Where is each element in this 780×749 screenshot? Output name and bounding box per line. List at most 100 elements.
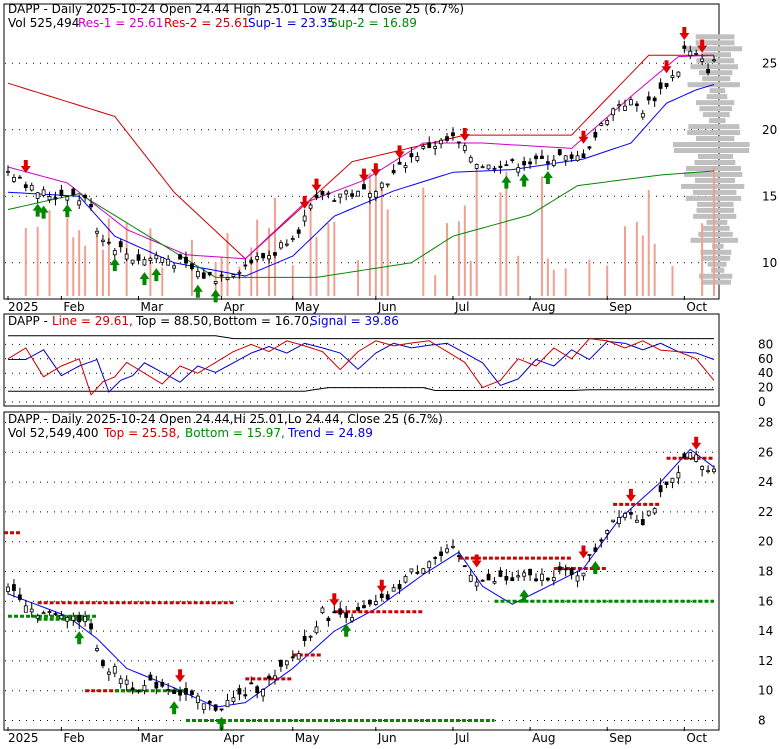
- bottom-candle-body: [634, 519, 639, 523]
- bottom-x-tick-label: Jul: [454, 731, 469, 745]
- top-volume-bar: [374, 164, 377, 296]
- top-candle-body: [172, 265, 177, 269]
- top-volume-profile-bar: [702, 255, 731, 261]
- top-candle-body: [362, 184, 366, 190]
- top-candle-body: [124, 253, 129, 260]
- top-slow-ma-line: [7, 54, 715, 260]
- bottom-candle-body: [652, 508, 657, 514]
- bottom-candle-body: [421, 568, 426, 574]
- top-candle-body: [231, 274, 236, 277]
- top-candle-body: [261, 253, 266, 259]
- top-volume-bar: [357, 260, 360, 296]
- top-volume-profile-bar: [706, 94, 728, 100]
- top-volume-bar: [641, 235, 644, 296]
- top-candle-body: [421, 146, 426, 149]
- top-candle-body: [106, 241, 111, 244]
- bottom-sell-arrow: [471, 554, 482, 568]
- top-volume-profile-bar: [698, 231, 733, 237]
- bottom-candle-body: [611, 519, 616, 523]
- top-x-tick-label: Oct: [686, 300, 707, 314]
- top-volume-bar: [36, 226, 39, 296]
- bottom-candle-body: [207, 700, 212, 704]
- bottom-candle-body: [6, 586, 10, 592]
- bottom-candle-body: [47, 611, 52, 613]
- top-volume-bar: [606, 265, 609, 296]
- top-volume-bar: [48, 210, 51, 296]
- top-sell-arrow: [370, 163, 381, 177]
- top-candle-body: [255, 256, 260, 260]
- mid-bottom-envelope: [8, 387, 714, 392]
- bottom-candle-body: [118, 678, 123, 684]
- top-candle-body: [95, 230, 99, 234]
- bottom-candle-body: [510, 577, 515, 582]
- bottom-x-tick-label: Mar: [141, 731, 164, 745]
- bottom-candle-body: [379, 593, 384, 599]
- bottom-candle-body: [231, 697, 236, 703]
- bottom-candle-body: [23, 605, 28, 613]
- top-volume-profile-bar: [706, 219, 728, 225]
- top-volume-profile-bar: [703, 225, 730, 231]
- top-candle-body: [623, 105, 627, 111]
- top-candle-body: [195, 271, 200, 278]
- top-sell-arrow: [358, 168, 369, 182]
- bottom-candle-body: [516, 575, 521, 578]
- bottom-candle-body: [12, 584, 16, 591]
- bottom-candle-body: [154, 681, 159, 689]
- top-volume-bar: [291, 265, 294, 296]
- top-volume-bar: [422, 187, 425, 296]
- bottom-candle-body: [83, 616, 88, 623]
- top-candle-body: [71, 188, 76, 196]
- top-candle-body: [148, 257, 153, 261]
- top-volume-bar: [101, 249, 104, 296]
- top-support-line: [7, 170, 715, 278]
- top-candle-body: [629, 99, 633, 106]
- top-candle-body: [415, 156, 420, 161]
- bottom-candle-body: [367, 599, 372, 605]
- top-candle-body: [249, 259, 254, 264]
- top-y-tick: 20: [762, 123, 777, 137]
- top-volume-bar: [540, 176, 543, 296]
- top-sell-arrow: [20, 159, 31, 173]
- top-volume-profile-bar: [698, 70, 733, 76]
- top-candle-body: [225, 277, 230, 280]
- top-candle-body: [201, 272, 206, 279]
- bottom-candle-body: [112, 666, 117, 674]
- bottom-header-trend: Trend = 24.89: [287, 426, 373, 440]
- bottom-candle-body: [136, 690, 141, 693]
- bottom-x-tick-label: Apr: [224, 731, 245, 745]
- bottom-candle-body: [59, 615, 64, 620]
- top-sell-arrow: [459, 128, 470, 142]
- bottom-candle-body: [243, 694, 248, 697]
- top-candle-body: [634, 103, 639, 107]
- top-sell-arrow: [697, 39, 708, 53]
- top-volume-bar: [653, 243, 656, 296]
- bottom-candle-body: [344, 612, 349, 618]
- top-candle-body: [83, 194, 88, 199]
- top-header-sup1: Sup-1 = 23.35: [248, 16, 335, 30]
- top-buy-arrow: [542, 171, 553, 185]
- bottom-candle-body: [373, 601, 378, 605]
- bottom-buy-arrow: [519, 589, 530, 603]
- bottom-candle-body: [71, 615, 76, 621]
- top-candle-body: [320, 190, 325, 196]
- top-candle-body: [112, 250, 117, 256]
- mid-header-name: DAPP -: [8, 314, 48, 328]
- top-volume-profile-bar: [673, 142, 750, 148]
- top-volume-profile-bar: [696, 207, 735, 213]
- bottom-candle-body: [492, 581, 497, 584]
- top-volume-profile-bar: [681, 183, 745, 189]
- bottom-candle-body: [439, 551, 443, 556]
- bottom-buy-arrow: [590, 561, 601, 575]
- mid-y-tick: 80: [758, 337, 773, 351]
- bottom-sell-arrow: [175, 669, 186, 683]
- top-candle-body: [154, 254, 159, 260]
- bottom-sell-arrow: [329, 593, 340, 607]
- bottom-candle-body: [415, 572, 420, 574]
- bottom-candle-body: [480, 579, 485, 582]
- top-candle-body: [23, 184, 28, 189]
- bottom-header-title: DAPP - Daily 2025-10-24 Open 24.44,Hi 25…: [8, 412, 443, 426]
- top-candle-body: [290, 238, 295, 240]
- top-volume-bar: [499, 192, 502, 296]
- top-candle-body: [682, 45, 687, 49]
- top-buy-arrow: [519, 173, 530, 187]
